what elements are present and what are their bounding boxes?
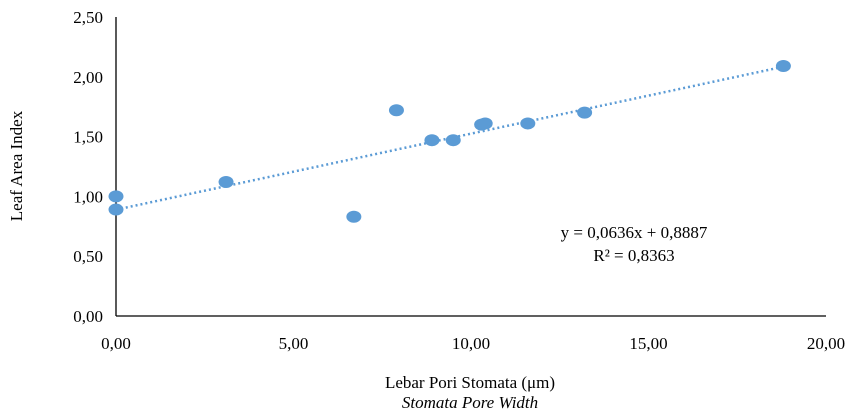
x-axis-title: Lebar Pori Stomata (μm)	[385, 373, 555, 392]
x-tick-label: 15,00	[629, 334, 667, 353]
data-point	[775, 60, 791, 73]
x-tick-label: 5,00	[279, 334, 309, 353]
data-point	[388, 104, 404, 117]
y-tick-label: 2,00	[73, 68, 103, 87]
x-axis-subtitle: Stomata Pore Width	[402, 393, 538, 412]
x-tick-label: 20,00	[807, 334, 845, 353]
data-point	[577, 106, 593, 119]
x-tick-label: 0,00	[101, 334, 131, 353]
y-tick-label: 0,50	[73, 247, 103, 266]
y-tick-label: 1,50	[73, 128, 103, 147]
data-point	[520, 117, 536, 130]
data-point	[445, 134, 461, 147]
data-point	[108, 203, 124, 216]
y-tick-labels: 0,00 0,50 1,00 1,50 2,00 2,50	[73, 8, 103, 326]
data-point	[346, 210, 362, 223]
y-tick-label: 1,00	[73, 187, 103, 206]
x-tick-labels: 0,00 5,00 10,00 15,00 20,00	[101, 334, 845, 353]
data-point	[108, 190, 124, 203]
data-points	[108, 60, 791, 223]
y-tick-label: 2,50	[73, 8, 103, 27]
data-point	[218, 176, 234, 189]
y-tick-label: 0,00	[73, 307, 103, 326]
data-point	[477, 117, 493, 130]
trend-r2: R² = 0,8363	[593, 246, 674, 265]
trend-equation: y = 0,0636x + 0,8887	[561, 223, 708, 242]
data-point	[424, 134, 440, 147]
x-tick-label: 10,00	[452, 334, 490, 353]
y-axis-title: Leaf Area Index	[7, 110, 26, 221]
